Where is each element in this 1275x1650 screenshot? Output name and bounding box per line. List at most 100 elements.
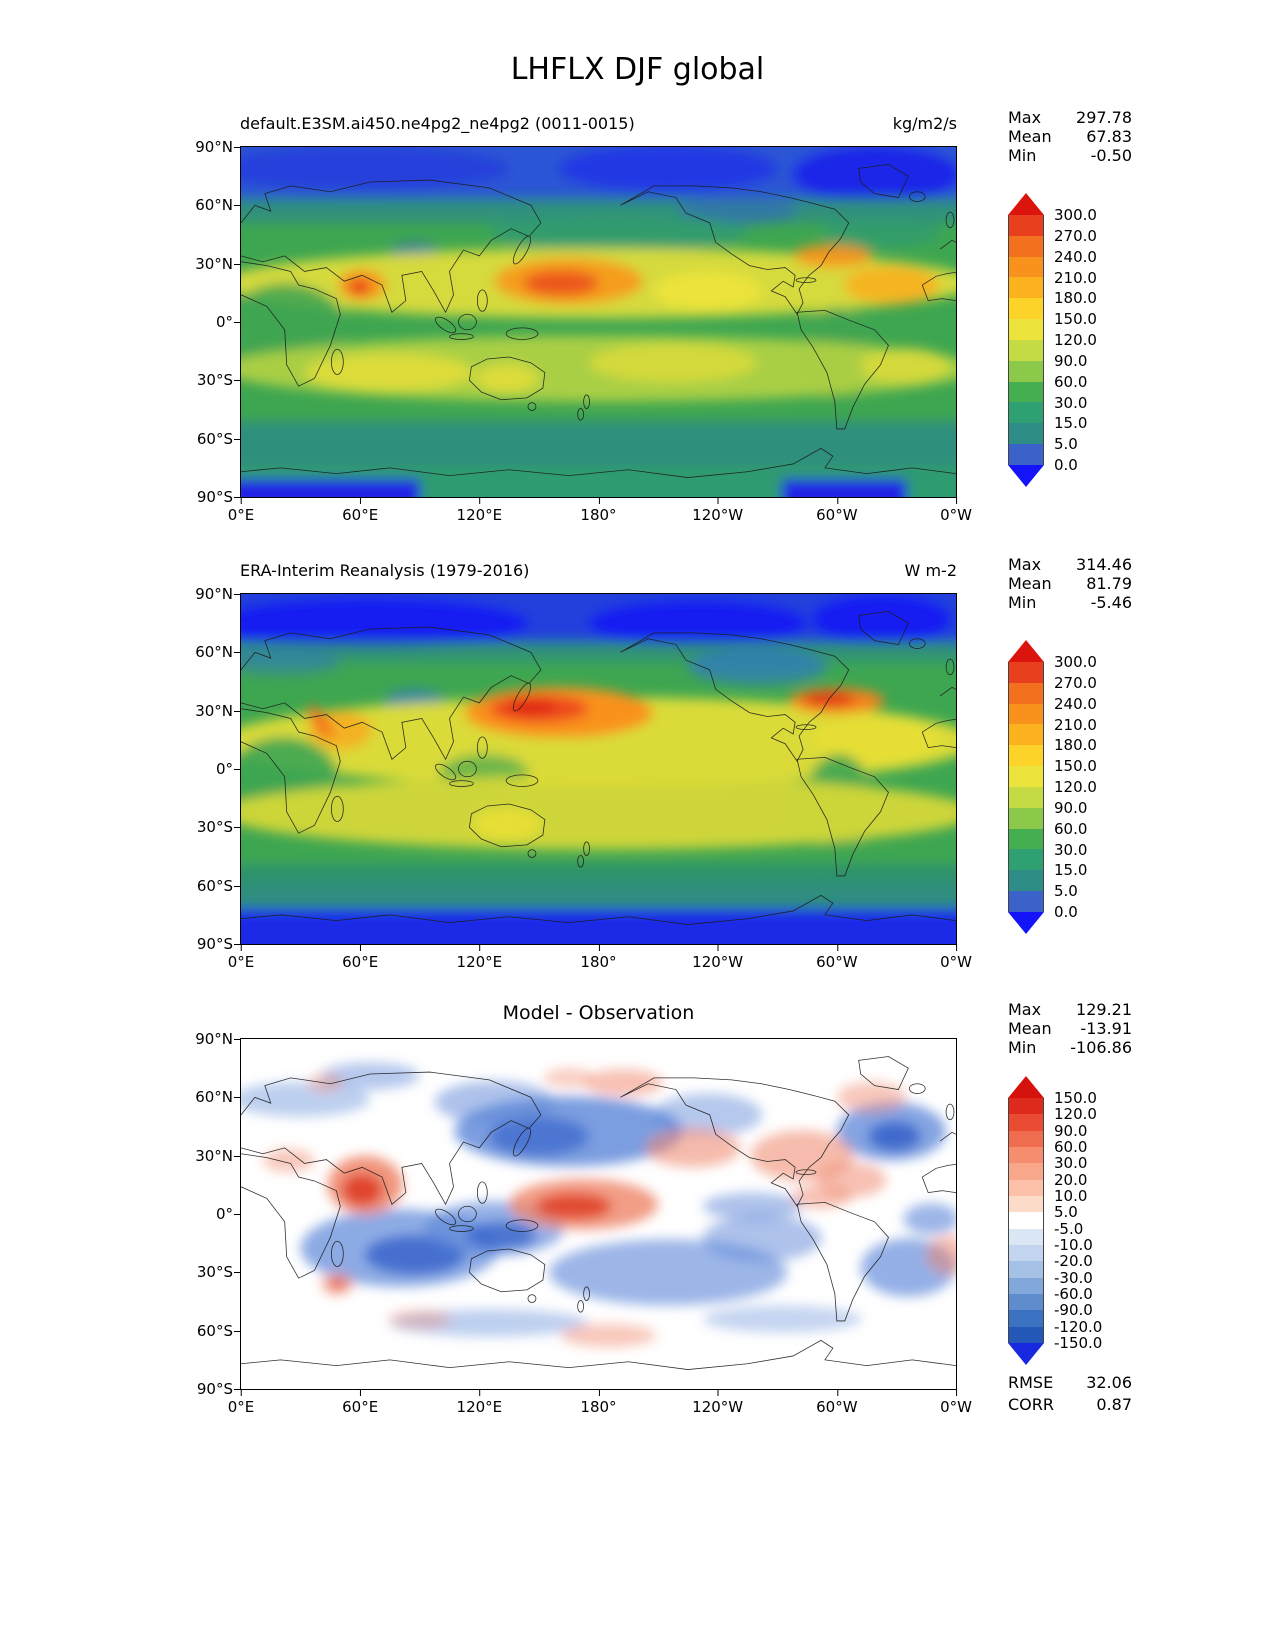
colorbar-tick-label: -90.0 — [1054, 1301, 1093, 1320]
colorbar-tick-label: 20.0 — [1054, 1170, 1088, 1189]
colorbar-tick-label: 15.0 — [1054, 414, 1088, 433]
colorbar-segment — [1009, 298, 1043, 320]
tick-label: 0°E — [227, 944, 255, 971]
stat-row: Mean 67.83 — [1008, 127, 1132, 146]
colorbar-tick-label: 0.0 — [1054, 903, 1078, 921]
colorbar-tick-label: 60.0 — [1054, 1138, 1088, 1156]
stat-label: Mean — [1008, 127, 1052, 147]
colorbar-tick-label: -5.0 — [1054, 1219, 1084, 1238]
map-axes-difference: 90°N 60°N 30°N 0° 30°S 60°S 90°S 0°E 60°E 120°E 1… — [195, 1030, 972, 1416]
colorbar-tick-label: 0.0 — [1054, 456, 1078, 474]
colorbar-tick-label: 210.0 — [1054, 268, 1097, 287]
colorbar-segment — [1009, 1130, 1043, 1147]
colorbar-segment — [1009, 724, 1043, 746]
stat-label: Mean — [1008, 1019, 1052, 1039]
colorbar-under-arrow — [1008, 912, 1044, 934]
colorbar-tick-label: 90.0 — [1054, 1121, 1088, 1140]
stat-row: Mean 81.79 — [1008, 574, 1132, 593]
tick-label: 120°W — [692, 497, 744, 524]
stat-value: 81.79 — [1086, 574, 1132, 594]
colorbar-tick-label: 150.0 — [1054, 1089, 1097, 1107]
map-axes-model: 90°N 60°N 30°N 0° 30°S 60°S 90°S 0°E 60°E 120°E 1… — [195, 138, 972, 524]
colorbar-difference: 150.0 120.0 90.0 60.0 30.0 20.0 10.0 5.0 -5.0 -10… — [1008, 1076, 1102, 1365]
colorbar-over-arrow — [1008, 1076, 1044, 1098]
colorbar-segment — [1009, 235, 1043, 257]
stat-row: RMSE 32.06 — [1008, 1372, 1132, 1394]
stat-label: Min — [1008, 593, 1037, 613]
colorbar-segment — [1009, 319, 1043, 340]
tick-label: 30°S — [196, 1263, 241, 1282]
stat-label: Min — [1008, 1038, 1037, 1058]
colorbar-tick-label: 5.0 — [1054, 435, 1078, 454]
colorbar-tick-label: -120.0 — [1054, 1317, 1103, 1336]
colorbar-tick-label: 30.0 — [1054, 393, 1088, 412]
map-difference-contours — [241, 1039, 956, 1389]
colorbar-segment — [1009, 256, 1043, 278]
tick-label: 120°E — [456, 1389, 503, 1416]
tick-label: 90°N — [195, 585, 240, 603]
tick-label: 120°E — [456, 944, 503, 971]
tick-label: 60°N — [195, 643, 240, 662]
tick-label: 30°N — [195, 1146, 240, 1165]
stat-row: Min -106.86 — [1008, 1038, 1132, 1057]
tick-label: 0° — [215, 760, 241, 778]
colorbar-tick-label: -20.0 — [1054, 1252, 1093, 1271]
colorbar-tick-label: 30.0 — [1054, 840, 1088, 859]
stat-label: Min — [1008, 146, 1037, 166]
colorbar-under-arrow — [1008, 1343, 1044, 1365]
colorbar-under-arrow — [1008, 465, 1044, 487]
tick-label: 0° — [215, 1205, 241, 1223]
tick-label: 0° — [215, 313, 241, 331]
tick-label: 120°W — [692, 944, 744, 971]
colorbar-segment — [1009, 703, 1043, 725]
colorbar-tick-label: 90.0 — [1054, 351, 1088, 370]
colorbar-segment — [1009, 1114, 1043, 1131]
colorbar-segment — [1009, 402, 1043, 424]
stat-label: Max — [1008, 1000, 1042, 1019]
colorbar-tick-label: 10.0 — [1054, 1187, 1088, 1205]
colorbar-segment — [1009, 891, 1043, 912]
colorbar-tick-label: 60.0 — [1054, 372, 1088, 391]
tick-label: 90°N — [195, 138, 240, 156]
stat-value: 297.78 — [1076, 108, 1132, 127]
colorbar-segment — [1009, 423, 1043, 445]
tick-label: 120°E — [456, 497, 503, 524]
colorbar-tick-label: 180.0 — [1054, 289, 1097, 308]
colorbar-bar — [1008, 1098, 1044, 1343]
tick-label: 90°S — [196, 1380, 241, 1398]
tick-label: 90°S — [196, 488, 241, 506]
stat-value: 67.83 — [1086, 127, 1132, 147]
colorbar-tick-label: -30.0 — [1054, 1268, 1093, 1287]
tick-label: 0°E — [227, 1389, 255, 1416]
panel-title: Model - Observation — [502, 1002, 695, 1024]
stat-value: -0.50 — [1090, 146, 1132, 166]
tick-label: 180° — [580, 944, 617, 971]
colorbar-bar — [1008, 215, 1044, 465]
tick-label: 120°W — [692, 1389, 744, 1416]
tick-label: 30°S — [196, 371, 241, 390]
panel-title: ERA-Interim Reanalysis (1979-2016) — [240, 561, 530, 580]
tick-label: 60°N — [195, 196, 240, 215]
stat-label: Mean — [1008, 574, 1052, 594]
colorbar-segment — [1009, 381, 1043, 403]
colorbar-segment — [1009, 1228, 1043, 1245]
tick-label: 0°W — [940, 944, 972, 971]
colorbar-segment — [1009, 360, 1043, 382]
tick-label: 90°N — [195, 1030, 240, 1048]
colorbar-over-arrow — [1008, 640, 1044, 662]
colorbar-tick-label: 5.0 — [1054, 882, 1078, 901]
stat-row: Max 314.46 — [1008, 555, 1132, 574]
tick-label: 60°W — [816, 497, 858, 524]
tick-label: 60°S — [196, 1321, 241, 1340]
colorbar-segment — [1009, 339, 1043, 361]
colorbar-model: 300.0 270.0 240.0 210.0 180.0 150.0 120.0 90.0 6… — [1008, 193, 1097, 487]
colorbar-tick-label: -10.0 — [1054, 1236, 1093, 1254]
panel-model: default.E3SM.ai450.ne4pg2_ne4pg2 (0011-0… — [0, 108, 1275, 578]
tick-label: 60°N — [195, 1088, 240, 1107]
tick-label: 90°S — [196, 935, 241, 953]
colorbar-segment — [1009, 870, 1043, 892]
colorbar-segment — [1009, 444, 1043, 465]
stat-row: Mean -13.91 — [1008, 1019, 1132, 1038]
colorbar-segment — [1009, 1146, 1043, 1164]
colorbar-tick-label: 30.0 — [1054, 1154, 1088, 1173]
